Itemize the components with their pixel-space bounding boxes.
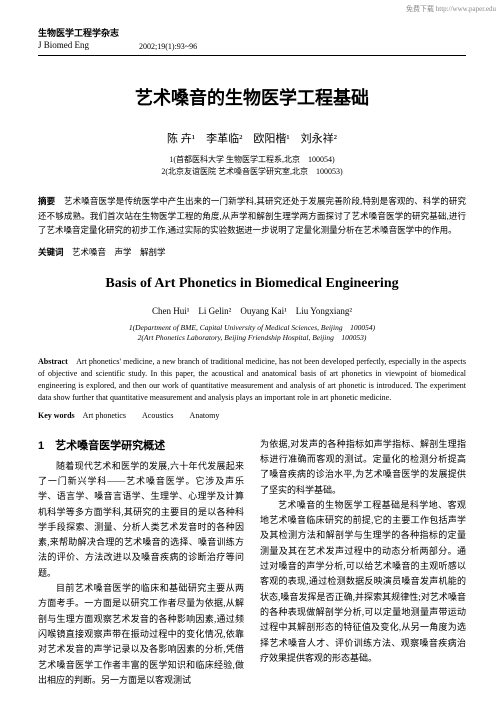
column-right: 为依据,对发声的各种指标如声学指标、解剖生理指标进行准确而客观的测试。定量化的检… — [260, 437, 466, 688]
keywords-cn-label: 关键词 — [38, 247, 64, 257]
journal-header: 生物医学工程学杂志 J Biomed Eng 2002;19(1):93~96 — [38, 28, 466, 51]
affil-en-2: 2(Art Phonetics Laboratory, Beijing Frie… — [38, 333, 466, 344]
journal-name-cn: 生物医学工程学杂志 — [38, 28, 119, 40]
title-cn: 艺术嗓音的生物医学工程基础 — [38, 84, 466, 110]
journal-name-en: J Biomed Eng — [38, 40, 119, 52]
source-url: 免费下载 http://www.paper.edu — [406, 4, 496, 14]
body-columns: 1 艺术嗓音医学研究概述 随着现代艺术和医学的发展,六十年代发展起来了一门新兴学… — [38, 437, 466, 688]
journal-issue: 2002;19(1):93~96 — [139, 42, 197, 51]
affil-en-1: 1(Department of BME, Capital University … — [38, 323, 466, 334]
abstract-cn: 摘要 艺术嗓音医学是传统医学中产生出来的一门新学科,其研究还处于发展完善阶段,特… — [38, 194, 466, 237]
title-en: Basis of Art Phonetics in Biomedical Eng… — [38, 276, 466, 292]
keywords-cn-text: 艺术嗓音 声学 解剖学 — [64, 247, 166, 257]
affiliations-cn: 1(首都医科大学 生物医学工程系,北京 100054) 2(北京友谊医院 艺术嗓… — [38, 154, 466, 178]
keywords-en-text: Art phonetics Acoustics Anatomy — [75, 411, 220, 420]
section-number: 1 — [38, 440, 44, 452]
paragraph: 艺术嗓音的生物医学工程基础是科学地、客观地艺术嗓音临床研究的前提,它的主要工作包… — [260, 498, 466, 666]
header-rule — [38, 55, 466, 56]
authors-en: Chen Hui¹ Li Gelin² Ouyang Kai¹ Liu Yong… — [38, 304, 466, 317]
section-heading: 1 艺术嗓音医学研究概述 — [38, 437, 244, 453]
abstract-en-text: Art phonetics' medicine, a new branch of… — [38, 357, 466, 402]
keywords-cn: 关键词 艺术嗓音 声学 解剖学 — [38, 246, 466, 258]
paragraph: 为依据,对发声的各种指标如声学指标、解剖生理指标进行准确而客观的测试。定量化的检… — [260, 437, 466, 498]
abstract-cn-label: 摘要 — [38, 196, 55, 206]
abstract-en: Abstract Art phonetics' medicine, a new … — [38, 356, 466, 404]
paragraph: 随着现代艺术和医学的发展,六十年代发展起来了一门新兴学科——艺术嗓音医学。它涉及… — [38, 459, 244, 581]
column-left: 1 艺术嗓音医学研究概述 随着现代艺术和医学的发展,六十年代发展起来了一门新兴学… — [38, 437, 244, 688]
keywords-en: Key words Art phonetics Acoustics Anatom… — [38, 410, 466, 421]
affiliations-en: 1(Department of BME, Capital University … — [38, 323, 466, 344]
section-title: 艺术嗓音医学研究概述 — [55, 440, 165, 452]
affil-cn-2: 2(北京友谊医院 艺术嗓音医学研究室,北京 100053) — [38, 166, 466, 178]
abstract-cn-text: 艺术嗓音医学是传统医学中产生出来的一门新学科,其研究还处于发展完善阶段,特别是客… — [38, 196, 466, 235]
paragraph: 目前艺术嗓音医学的临床和基础研究主要从两方面考手。一方面是以研究工作者尽量为依据… — [38, 581, 244, 688]
keywords-en-label: Key words — [38, 411, 75, 420]
abstract-en-label: Abstract — [38, 357, 68, 366]
authors-cn: 陈 卉¹ 李革临² 欧阳楷¹ 刘永祥² — [38, 130, 466, 146]
affil-cn-1: 1(首都医科大学 生物医学工程系,北京 100054) — [38, 154, 466, 166]
